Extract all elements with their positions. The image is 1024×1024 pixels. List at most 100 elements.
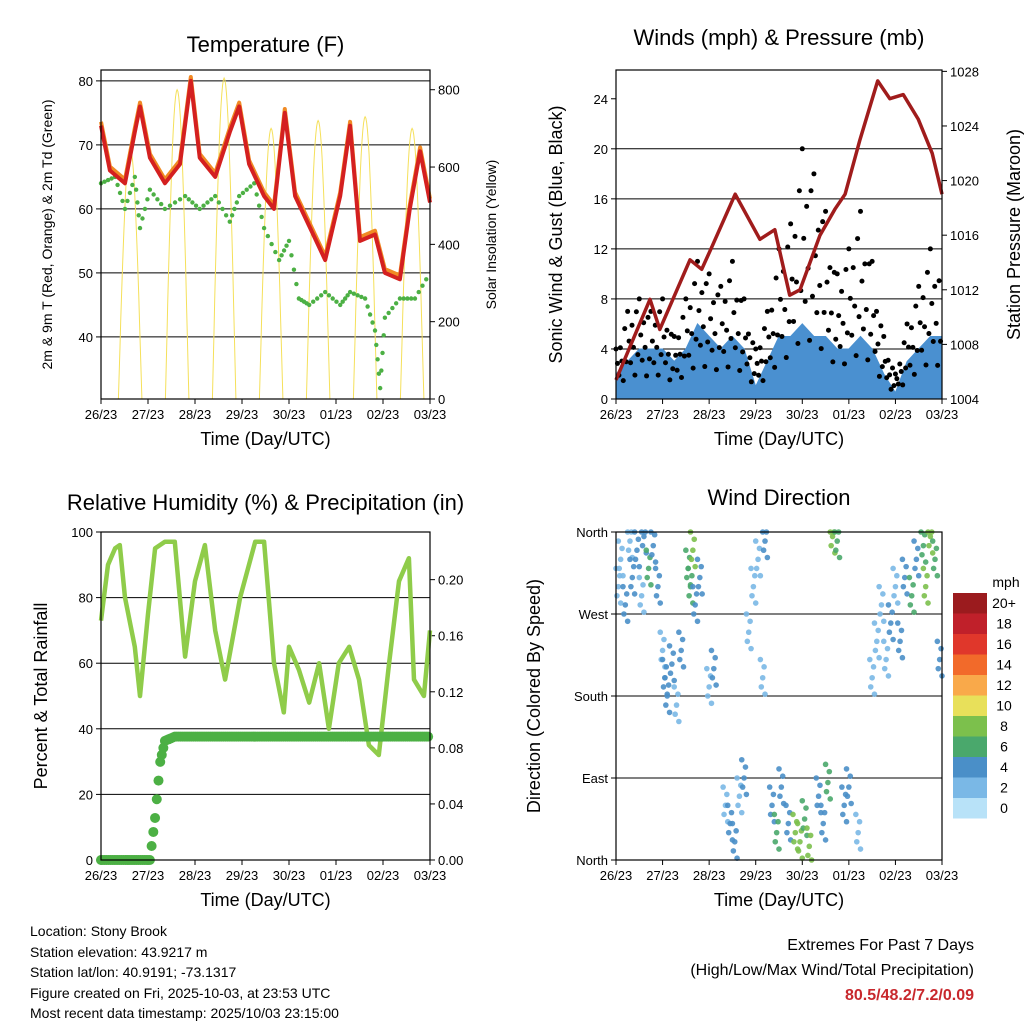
y-tick-label: 8: [601, 292, 608, 307]
dewpoint-point: [291, 267, 297, 272]
wind-direction-point: [747, 618, 753, 625]
wind-direction-point: [870, 664, 877, 670]
y-right-tick-label: 0.08: [438, 741, 463, 756]
y-tick-label: 60: [79, 202, 93, 217]
wind-direction-point: [676, 629, 682, 636]
dewpoint-point: [125, 198, 130, 204]
wind-direction-point: [855, 829, 861, 836]
gust-point: [849, 332, 855, 338]
wind-direction-point: [615, 538, 622, 544]
wind-direction-point: [666, 643, 673, 649]
wind-direction-point: [825, 779, 831, 786]
created-text: Figure created on Fri, 2025-10-03, at 23…: [30, 984, 331, 1001]
chart-title: Wind Direction: [707, 485, 850, 510]
x-tick-label: 27/23: [646, 407, 679, 422]
precip-point: [146, 840, 157, 851]
wind-direction-point: [871, 691, 878, 697]
x-tick-label: 02/23: [367, 407, 400, 422]
dewpoint-point: [130, 182, 135, 188]
wind-direction-point: [932, 556, 938, 563]
gust-point: [789, 276, 795, 282]
gust-point: [843, 267, 849, 273]
wind-direction-point: [785, 820, 792, 827]
x-tick-label: 26/23: [600, 407, 633, 422]
legend-swatch: [953, 593, 987, 614]
wind-direction-point: [908, 592, 915, 599]
wind-direction-point: [934, 638, 941, 645]
wind-direction-point: [649, 551, 655, 558]
wind-direction-point: [891, 592, 897, 599]
gust-point: [916, 283, 922, 289]
dewpoint-point: [381, 333, 386, 338]
wind-direction-point: [828, 542, 834, 549]
gust-point: [804, 203, 810, 209]
legend-label: 20+: [992, 595, 1016, 611]
wind-direction-point: [665, 682, 672, 688]
gust-point: [904, 321, 910, 327]
dewpoint-point: [355, 293, 360, 298]
wind-direction-point: [620, 583, 626, 590]
wind-direction-point: [867, 656, 873, 663]
wind-direction-point: [797, 838, 803, 845]
gust-point: [910, 344, 916, 350]
wind-direction-point: [840, 811, 846, 818]
gust-point: [929, 300, 935, 306]
x-tick-label: 02/23: [367, 868, 400, 883]
dewpoint-point: [182, 193, 188, 199]
chart-title: Relative Humidity (%) & Precipitation (i…: [67, 490, 464, 515]
gust-point: [900, 382, 906, 388]
y-tick-label: 12: [594, 242, 608, 257]
wind-direction-point: [874, 638, 880, 645]
gust-point: [674, 367, 680, 373]
plot-frame: [100, 531, 431, 861]
wind-direction-point: [776, 846, 782, 852]
gust-point: [824, 279, 830, 285]
y-axis-label: Sonic Wind & Gust (Blue, Black): [546, 105, 566, 363]
gust-point: [744, 361, 750, 367]
wind-direction-point: [680, 664, 687, 670]
y-right-tick-label: 800: [438, 83, 460, 98]
wind-direction-point: [704, 665, 710, 672]
solar-insolation-curve: [258, 127, 284, 399]
dewpoint-point: [377, 385, 383, 391]
y-tick-label: North: [576, 525, 608, 540]
dewpoint-point: [379, 368, 384, 373]
gust-point: [811, 171, 817, 177]
gust-point: [725, 364, 731, 370]
wind-direction-point: [885, 673, 892, 679]
dewpoint-point: [259, 214, 264, 220]
gust-point: [764, 308, 770, 314]
gust-point: [862, 261, 868, 267]
wind-direction-point: [657, 629, 664, 636]
gust-point: [763, 359, 769, 365]
wind-direction-point: [890, 565, 896, 572]
wind-direction-point: [841, 802, 847, 809]
y-tick-label: North: [576, 853, 608, 868]
wind-direction-point: [699, 591, 705, 597]
wind-direction-point: [876, 654, 882, 661]
wind-direction-point: [869, 674, 875, 681]
wind-direction-point: [631, 591, 638, 597]
gust-point: [887, 372, 893, 378]
wind-direction-point: [762, 691, 768, 697]
gust-point: [799, 146, 805, 152]
gust-point: [821, 309, 827, 315]
x-tick-label: 26/23: [85, 868, 118, 883]
gust-point: [719, 321, 725, 327]
wind-direction-point: [936, 656, 943, 663]
dewpoint-point: [254, 192, 259, 197]
dewpoint-point: [227, 219, 232, 224]
y-right-axis-label: Station Pressure (Maroon): [1004, 129, 1024, 340]
gust-point: [696, 308, 702, 314]
x-tick-label: 03/23: [414, 868, 447, 883]
gust-point: [785, 244, 791, 250]
legend-label: 6: [1000, 739, 1008, 755]
y-right-tick-label: 1004: [950, 392, 979, 407]
x-tick-label: 29/23: [226, 868, 259, 883]
temp-9m-line: [99, 75, 432, 278]
gust-point: [767, 355, 773, 361]
wind-direction-point: [783, 802, 789, 809]
gust-point: [817, 282, 823, 288]
gust-point: [868, 331, 874, 337]
gust-point: [860, 326, 866, 332]
